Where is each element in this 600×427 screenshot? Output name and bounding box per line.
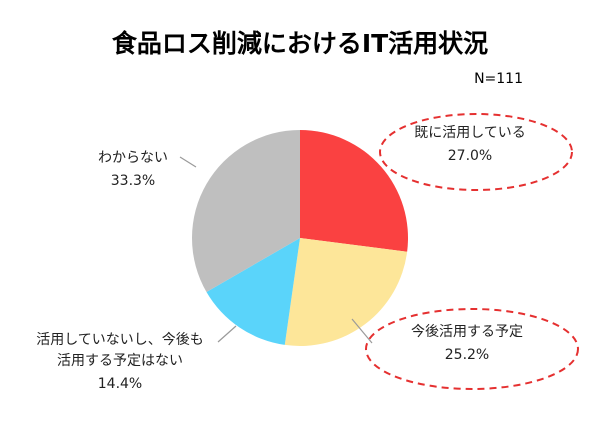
- leader-line-no-plan: [217, 325, 237, 343]
- pie-slice-dont-know: [192, 130, 300, 292]
- slice-label-plan-to-use: 今後活用する予定: [411, 324, 523, 340]
- pie-slice-plan-to-use: [284, 238, 408, 346]
- slice-labels: 既に活用している 27.0% 今後活用する予定 25.2% 活用していないし、今後も活用…: [36, 125, 526, 392]
- slice-label-no-plan: 活用していないし、今後も: [36, 332, 204, 348]
- slice-value-no-plan: 14.4%: [98, 376, 142, 392]
- leader-line-dont-know: [179, 156, 197, 168]
- sample-size-note: N=111: [474, 71, 523, 87]
- highlight-ellipses: [365, 113, 579, 390]
- slice-value-plan-to-use: 25.2%: [445, 347, 489, 363]
- slice-label-no-plan: 活用する予定はない: [57, 353, 183, 369]
- chart-title: 食品ロス削減におけるIT活用状況: [112, 29, 488, 58]
- pie-slice-already-using: [300, 130, 409, 252]
- slice-label-dont-know: わからない: [98, 150, 168, 166]
- leader-line-plan-to-use: [351, 318, 373, 344]
- pie-slice-no-plan: [206, 238, 300, 345]
- highlight-ellipse-plan-to-use: [365, 308, 579, 390]
- slice-label-already-using: 既に活用している: [414, 125, 526, 141]
- slice-value-dont-know: 33.3%: [111, 173, 155, 189]
- slices-layer: [192, 130, 409, 346]
- slice-value-already-using: 27.0%: [448, 148, 492, 164]
- leader-lines: [179, 156, 373, 344]
- highlight-ellipse-already-using: [379, 113, 573, 191]
